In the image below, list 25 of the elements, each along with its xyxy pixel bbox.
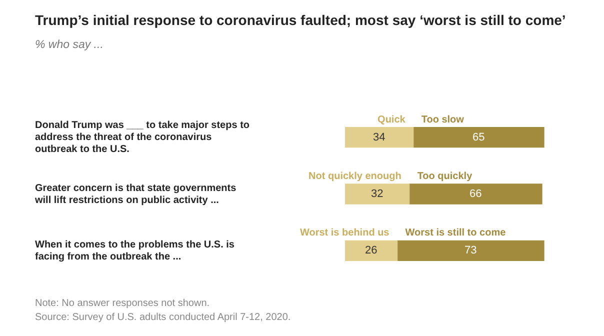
bar [413,127,544,148]
annotation: Worst is still to come [405,228,506,239]
bar [345,184,410,204]
data-label: 32 [371,188,384,200]
text: % who say ... [35,39,104,51]
bar [408,184,542,204]
text: Note: No answer responses not shown. [35,297,211,311]
annotation: Not quickly enough [308,171,402,182]
chart-title: Trump’s initial response to coronavirus faulted; most say ‘worst is still to come’ [35,12,566,28]
annotation: Too slow [421,114,464,126]
data-label: 73 [464,244,477,257]
bar [345,127,414,148]
y-tick-label: Greater concern is that state governments will lift restrictions on public activity ... [34,182,237,206]
annotation: Worst is behind us [300,228,390,239]
bar [396,240,544,261]
data-label: 26 [365,244,378,257]
source-note: Source: Survey of U.S. adults conducted April 7-12, 2020. [35,311,291,325]
y-tick-label: When it comes to the problems the U.S. is facing from the outbreak the ... [35,239,235,262]
data-label: 66 [470,188,482,200]
bar [345,240,398,261]
annotation: Quick [378,114,406,126]
y-tick-label: Donald Trump was ___ to take major steps to address the threat of the coronavirus outbreak to the U.S. [35,120,250,156]
annotation: Too quickly [417,171,473,182]
data-label: 34 [373,131,386,144]
data-label: 65 [472,131,485,144]
